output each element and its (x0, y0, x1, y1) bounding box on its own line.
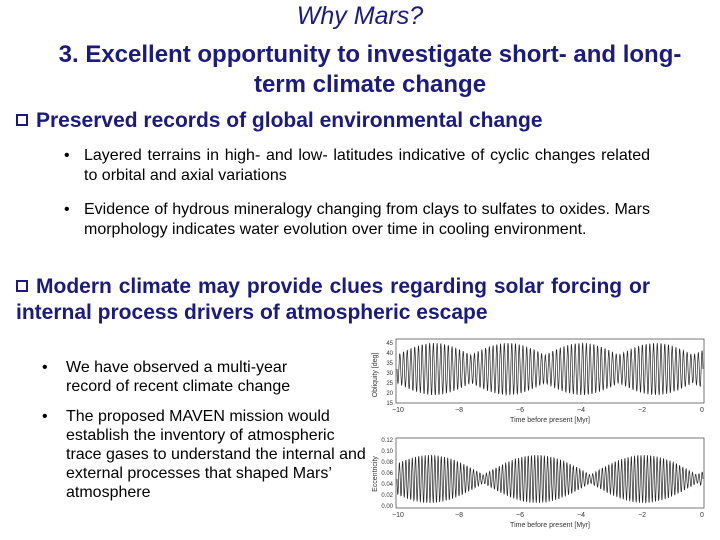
section2-bullet-2: • The proposed MAVEN mission would estab… (42, 407, 366, 502)
eccentricity-xtick: −8 (455, 512, 463, 519)
checkbox-bullet-icon (16, 280, 28, 292)
slide-subtitle: 3. Excellent opportunity to investigate … (58, 41, 682, 98)
obliquity-ytick: 30 (386, 371, 393, 377)
obliquity-ytick: 35 (386, 361, 393, 367)
obliquity-xtick: −4 (577, 407, 585, 414)
obliquity-xtick: −10 (392, 407, 404, 414)
eccentricity-plot: Eccentricity 0.12 0.10 0.08 0.06 0.04 0.… (372, 437, 705, 529)
section2-heading-text: Modern climate may provide clues regardi… (16, 275, 650, 324)
eccentricity-ytick: 0.06 (381, 471, 393, 477)
section1-bullet-2: • Evidence of hydrous mineralogy changin… (64, 200, 650, 240)
obliquity-xtick: 0 (700, 407, 704, 414)
section1-bullet-1: • Layered terrains in high- and low- lat… (64, 146, 650, 186)
section1-heading-text: Preserved records of global environmenta… (36, 109, 543, 132)
section2-bullet-1-text: We have observed a multi-year record of … (66, 359, 291, 395)
obliquity-xtick: −8 (455, 407, 463, 414)
section1-bullet-2-text: Evidence of hydrous mineralogy changing … (84, 201, 650, 238)
obliquity-xtick: −6 (516, 407, 524, 414)
eccentricity-plot-frame (395, 437, 705, 509)
slide-title: Why Mars? (296, 2, 424, 30)
bullet-dot-icon: • (64, 201, 70, 218)
obliquity-yticks: 45 40 35 30 25 20 15 (386, 341, 393, 407)
eccentricity-xtick: −10 (392, 512, 404, 519)
obliquity-xlabel: Time before present [Myr] (510, 417, 590, 424)
eccentricity-xticks: −10 −8 −6 −4 −2 0 (392, 512, 704, 519)
bullet-dot-icon: • (64, 147, 70, 164)
obliquity-ylabel: Obliquity [deg] (372, 353, 379, 398)
obliquity-ytick: 20 (386, 391, 393, 397)
obliquity-plot-frame (395, 338, 705, 404)
section1-bullet-1-text: Layered terrains in high- and low- latit… (84, 147, 650, 184)
obliquity-curve (396, 342, 704, 396)
section2-bullet-1: • We have observed a multi-year record o… (42, 358, 328, 396)
eccentricity-ytick: 0.02 (381, 493, 393, 499)
section2-heading: Modern climate may provide clues regardi… (16, 274, 650, 326)
obliquity-xtick: −2 (638, 407, 646, 414)
obliquity-ytick: 40 (386, 351, 393, 357)
checkbox-bullet-icon (16, 114, 28, 126)
eccentricity-ytick: 0.00 (381, 504, 393, 510)
eccentricity-yticks: 0.12 0.10 0.08 0.06 0.04 0.02 0.00 (381, 438, 393, 510)
eccentricity-ytick: 0.10 (381, 449, 393, 455)
eccentricity-xtick: 0 (700, 512, 704, 519)
obliquity-ytick: 45 (386, 341, 393, 347)
eccentricity-ytick: 0.12 (381, 438, 393, 444)
eccentricity-ytick: 0.04 (381, 482, 393, 488)
eccentricity-xtick: −6 (516, 512, 524, 519)
bullet-dot-icon: • (42, 408, 48, 425)
obliquity-plot: Obliquity [deg] 45 40 35 30 25 20 15 −10… (372, 338, 705, 424)
obliquity-xticks: −10 −8 −6 −4 −2 0 (392, 407, 704, 414)
section1-heading: Preserved records of global environmenta… (16, 108, 706, 134)
section2-bullet-2-text: The proposed MAVEN mission would establi… (66, 408, 366, 501)
eccentricity-xtick: −4 (577, 512, 585, 519)
eccentricity-ytick: 0.08 (381, 460, 393, 466)
eccentricity-xlabel: Time before present [Myr] (510, 522, 590, 529)
bullet-dot-icon: • (42, 359, 48, 376)
eccentricity-curve (396, 454, 704, 504)
eccentricity-xtick: −2 (638, 512, 646, 519)
obliquity-ytick: 25 (386, 381, 393, 387)
obliquity-ytick: 15 (386, 401, 393, 407)
eccentricity-ylabel: Eccentricity (372, 456, 379, 492)
